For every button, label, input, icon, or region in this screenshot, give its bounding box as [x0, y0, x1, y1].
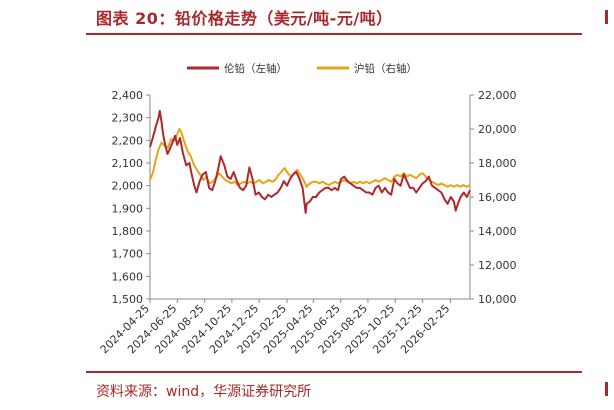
title-divider	[86, 33, 582, 35]
right-tick-label: 16,000	[478, 191, 517, 204]
legend-label: 伦铅（左轴）	[224, 62, 287, 75]
right-tick-label: 22,000	[478, 89, 517, 102]
next-panel-marker-bottom	[605, 382, 608, 396]
right-tick-label: 14,000	[478, 225, 517, 238]
chart-axes: 1,500 1,600 1,700 1,800 1,900 2,000 2,100 2,200…	[112, 89, 517, 306]
chart-series	[149, 109, 471, 214]
right-tick-label: 20,000	[478, 123, 517, 136]
series-line-london-lead	[149, 109, 471, 214]
chart-legend: 伦铅（左轴） 沪铅（右轴）	[187, 62, 417, 75]
next-panel-marker	[605, 10, 608, 24]
left-tick-label: 2,100	[112, 157, 144, 170]
right-tick-label: 18,000	[478, 157, 517, 170]
left-tick-label: 2,200	[112, 134, 144, 147]
lead-price-chart: 伦铅（左轴） 沪铅（右轴） 1,500 1,600 1,700 1,800 1,900 2,…	[98, 62, 517, 356]
right-tick-label: 10,000	[478, 293, 517, 306]
chart-title: 图表 20：铅价格走势（美元/吨-元/吨）	[96, 9, 393, 28]
right-tick-label: 12,000	[478, 259, 517, 272]
left-tick-label: 1,500	[112, 293, 144, 306]
series-line-shanghai-lead	[149, 128, 471, 188]
legend-label: 沪铅（右轴）	[354, 62, 417, 75]
source-divider	[86, 371, 582, 373]
left-tick-label: 2,000	[112, 180, 144, 193]
left-tick-label: 1,900	[112, 202, 144, 215]
source-note: 资料来源：wind，华源证券研究所	[96, 384, 312, 400]
left-tick-label: 2,400	[112, 89, 144, 102]
left-tick-label: 1,700	[112, 248, 144, 261]
x-axis-labels: 2024-04-252024-06-252024-08-252024-10-25…	[98, 299, 452, 356]
left-tick-label: 1,800	[112, 225, 144, 238]
left-tick-label: 2,300	[112, 112, 144, 125]
left-tick-label: 1,600	[112, 270, 144, 283]
